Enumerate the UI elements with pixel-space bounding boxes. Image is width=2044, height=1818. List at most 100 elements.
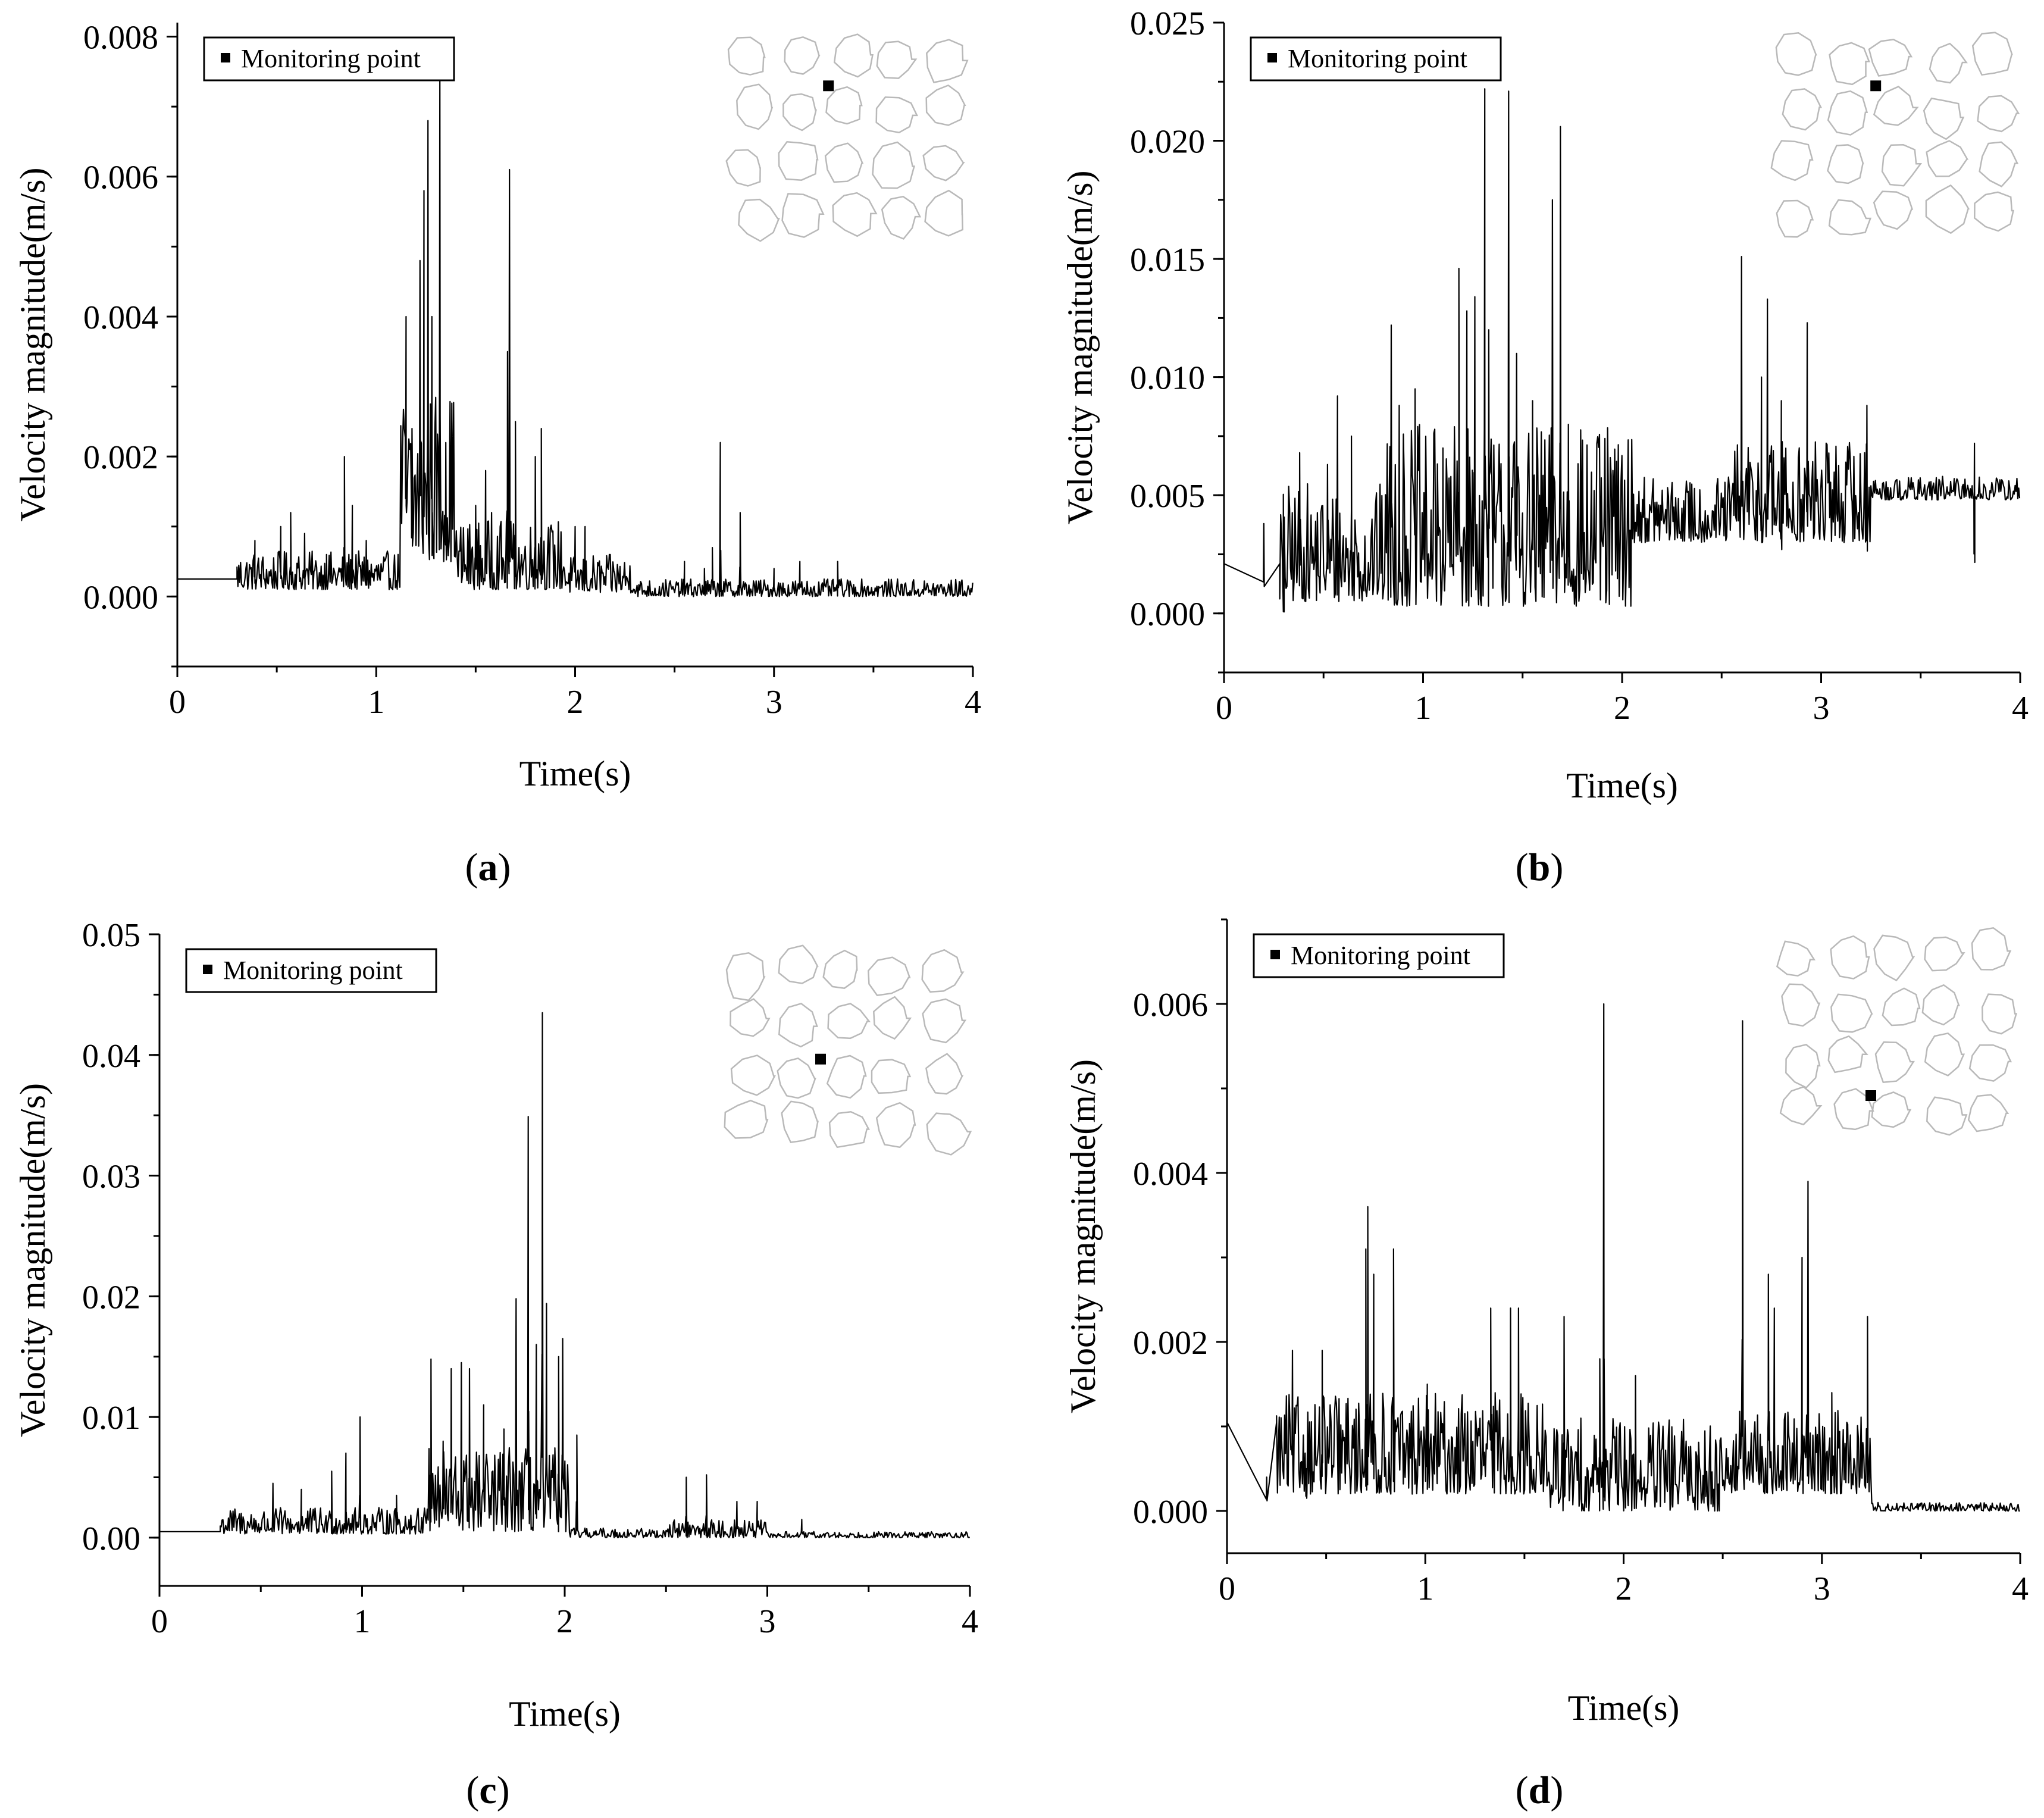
legend-c: Monitoring point bbox=[185, 948, 437, 993]
inset-pore bbox=[781, 193, 825, 238]
inset-pore bbox=[1873, 86, 1919, 126]
panel-b: (b) bbox=[1516, 846, 1564, 889]
inset-pore bbox=[724, 1100, 769, 1139]
inset-pore bbox=[1926, 140, 1969, 177]
inset-pore bbox=[1929, 42, 1968, 84]
inset-pore bbox=[828, 1111, 870, 1149]
inset-pore bbox=[730, 1054, 776, 1096]
inset-pore bbox=[1830, 993, 1873, 1033]
inset-pore bbox=[1868, 39, 1913, 77]
inset-pore bbox=[1770, 140, 1814, 182]
legend-marker bbox=[1270, 950, 1280, 959]
inset-pore bbox=[1924, 1032, 1965, 1077]
inset-pore bbox=[881, 195, 922, 240]
legend-marker bbox=[221, 53, 230, 62]
inset-pore bbox=[1828, 199, 1872, 236]
x-tick-label: 3 bbox=[1813, 690, 1830, 727]
inset-pore bbox=[778, 140, 819, 181]
inset-pore bbox=[1968, 1044, 2012, 1082]
series-line-b bbox=[1223, 88, 2021, 613]
inset-monitoring-marker bbox=[823, 80, 834, 92]
inset-pore bbox=[871, 1059, 912, 1094]
legend-text: Monitoring point bbox=[223, 956, 403, 985]
inset-pore bbox=[778, 1003, 818, 1048]
inset-pore bbox=[1974, 191, 2014, 232]
legend-marker bbox=[1267, 53, 1277, 62]
inset-pore bbox=[1971, 32, 2013, 76]
inset-pore bbox=[1882, 987, 1921, 1027]
legend-text: Monitoring point bbox=[241, 44, 421, 73]
legend-text: Monitoring point bbox=[1291, 941, 1470, 970]
x-tick-label: 4 bbox=[962, 1603, 978, 1640]
x-tick-label: 0 bbox=[151, 1603, 168, 1640]
inset-pore bbox=[822, 949, 858, 990]
y-tick-label: 0.006 bbox=[1133, 987, 1208, 1024]
x-tick-label: 2 bbox=[1614, 690, 1630, 727]
x-tick-label: 1 bbox=[1417, 1570, 1433, 1607]
inset-pore bbox=[873, 996, 912, 1040]
inset-pore bbox=[868, 956, 911, 996]
inset-pore bbox=[725, 149, 761, 187]
inset-pore bbox=[1775, 32, 1817, 76]
inset-pore bbox=[777, 1057, 816, 1099]
x-tick-label: 3 bbox=[766, 684, 782, 721]
panel-a: (a) bbox=[465, 846, 511, 889]
inset-pore-map-d bbox=[1773, 927, 2018, 1137]
inset-pore bbox=[825, 86, 863, 125]
inset-pore bbox=[1977, 95, 2020, 133]
panel-label-d: (d) bbox=[1516, 1769, 1564, 1812]
inset-pore bbox=[784, 36, 821, 75]
chart-b: 0 1 2 3 4 0.000 0.005 0.010 0.015 0.020 0.025 Time(… bbox=[1060, 5, 2029, 805]
inset-pore bbox=[1979, 141, 2019, 187]
inset-pore bbox=[832, 192, 878, 237]
panel-label-c: (c) bbox=[466, 1769, 509, 1812]
inset-pore bbox=[725, 952, 766, 1002]
x-tick-label: 2 bbox=[567, 684, 584, 721]
inset-pore bbox=[1923, 97, 1965, 140]
y-axis-title: Velocity magnitude(m/s) bbox=[13, 168, 52, 522]
panel-letter-a: a bbox=[478, 846, 498, 889]
x-axis-title: Time(s) bbox=[519, 754, 631, 793]
y-tick-label: 0.006 bbox=[83, 159, 158, 196]
panel-letter-b: b bbox=[1529, 846, 1551, 889]
inset-monitoring-marker bbox=[815, 1053, 826, 1065]
inset-pore bbox=[1779, 1085, 1823, 1126]
inset-pore bbox=[730, 998, 771, 1037]
x-tick-label: 0 bbox=[1216, 690, 1232, 727]
legend-box bbox=[1250, 36, 1502, 82]
y-tick-label: 0.004 bbox=[1133, 1156, 1208, 1193]
inset-pore bbox=[875, 96, 918, 134]
x-tick-label: 3 bbox=[1814, 1570, 1830, 1607]
inset-pore bbox=[827, 1003, 871, 1040]
inset-pore bbox=[922, 145, 965, 182]
chart-c: 0 1 2 3 4 0.00 0.01 0.02 0.03 0.04 0.05 Time(s) Velo… bbox=[13, 917, 978, 1733]
inset-pore bbox=[1873, 190, 1914, 230]
inset-pore bbox=[925, 84, 966, 126]
inset-pore bbox=[782, 93, 817, 132]
inset-pore bbox=[875, 1102, 916, 1149]
legend-marker bbox=[203, 965, 212, 974]
x-axis-title: Time(s) bbox=[509, 1694, 621, 1733]
y-tick-label: 0.000 bbox=[1133, 1494, 1208, 1531]
inset-pore bbox=[876, 40, 918, 79]
inset-pore bbox=[1926, 1096, 1968, 1136]
inset-pore bbox=[1921, 984, 1960, 1026]
series-line-c bbox=[159, 1012, 971, 1538]
inset-pore bbox=[1925, 184, 1970, 234]
inset-pore bbox=[922, 998, 967, 1044]
inset-pore bbox=[1874, 1041, 1915, 1084]
inset-pore bbox=[1782, 88, 1823, 131]
x-tick-label: 4 bbox=[2012, 690, 2029, 727]
x-axis-title: Time(s) bbox=[1568, 1688, 1680, 1728]
inset-pore bbox=[1785, 1044, 1821, 1089]
inset-pore bbox=[824, 142, 864, 183]
x-tick-label: 1 bbox=[354, 1603, 371, 1640]
inset-monitoring-marker bbox=[1870, 80, 1882, 92]
x-tick-label: 0 bbox=[1219, 1570, 1235, 1607]
x-tick-label: 3 bbox=[759, 1603, 776, 1640]
inset-pore bbox=[921, 949, 965, 993]
y-tick-label: 0.03 bbox=[82, 1159, 140, 1196]
y-tick-label: 0.000 bbox=[83, 579, 158, 616]
inset-pore bbox=[1924, 936, 1965, 972]
x-tick-label: 4 bbox=[965, 684, 981, 721]
